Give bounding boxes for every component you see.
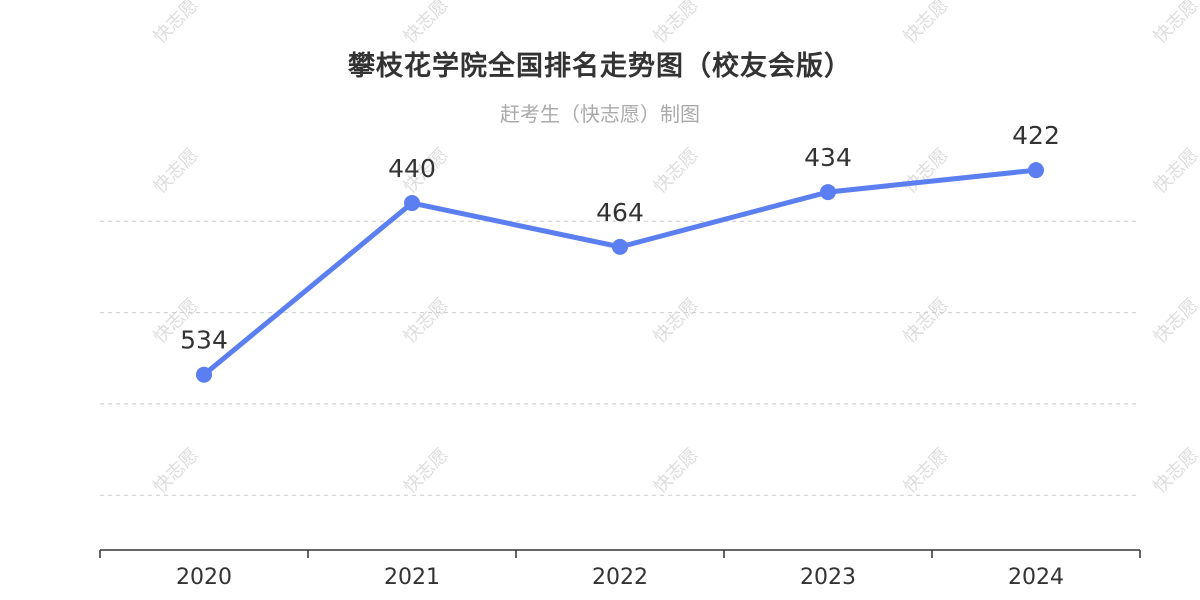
- watermark-text: 快志愿: [1150, 145, 1200, 198]
- watermark-text: 快志愿: [650, 295, 703, 348]
- x-axis: 2020 2021 2022 2023 2024: [99, 549, 1141, 590]
- gridlines: [100, 220, 1140, 496]
- watermark-text: 快志愿: [900, 445, 953, 498]
- watermark-text: 快志愿: [650, 445, 703, 498]
- x-tick-label: 2023: [800, 565, 856, 590]
- data-label: 464: [596, 198, 644, 227]
- watermark-text: 快志愿: [1150, 295, 1200, 348]
- watermark-text: 快志愿: [400, 0, 453, 48]
- data-point: [820, 184, 836, 201]
- data-labels: 534 440 464 434 422: [180, 121, 1060, 355]
- watermark-text: 快志愿: [400, 295, 453, 348]
- x-tick-label: 2020: [176, 565, 232, 590]
- chart-title: 攀枝花学院全国排名走势图（校友会版）: [348, 51, 852, 82]
- chart-subtitle: 赶考生（快志愿）制图: [500, 102, 700, 126]
- x-tick-label: 2021: [384, 565, 440, 590]
- watermark-layer: 快志愿 快志愿 快志愿 快志愿 快志愿快志愿 快志愿 快志愿 快志愿 快志愿快志愿 快志愿 快志愿快…: [150, 0, 1200, 498]
- data-point: [612, 238, 628, 255]
- data-point: [1028, 162, 1044, 179]
- data-label: 440: [388, 154, 436, 183]
- watermark-text: 快志愿: [1150, 445, 1200, 498]
- watermark-text: 快志愿: [650, 145, 703, 198]
- watermark-text: 快志愿: [650, 0, 703, 48]
- watermark-text: 快志愿: [150, 145, 203, 198]
- watermark-text: 快志愿: [400, 445, 453, 498]
- data-point: [404, 195, 420, 212]
- watermark-text: 快志愿: [1150, 0, 1200, 48]
- x-tick-label: 2024: [1008, 565, 1064, 590]
- watermark-text: 快志愿: [150, 445, 203, 498]
- x-tick-label: 2022: [592, 565, 648, 590]
- data-points: [196, 162, 1044, 383]
- data-label: 434: [804, 143, 852, 172]
- watermark-text: 快志愿: [900, 0, 953, 48]
- watermark-text: 快志愿: [900, 145, 953, 198]
- data-label: 422: [1012, 121, 1060, 150]
- data-label: 534: [180, 326, 228, 355]
- watermark-text: 快志愿: [150, 0, 203, 48]
- data-point: [196, 366, 212, 383]
- watermark-text: 快志愿: [900, 295, 953, 348]
